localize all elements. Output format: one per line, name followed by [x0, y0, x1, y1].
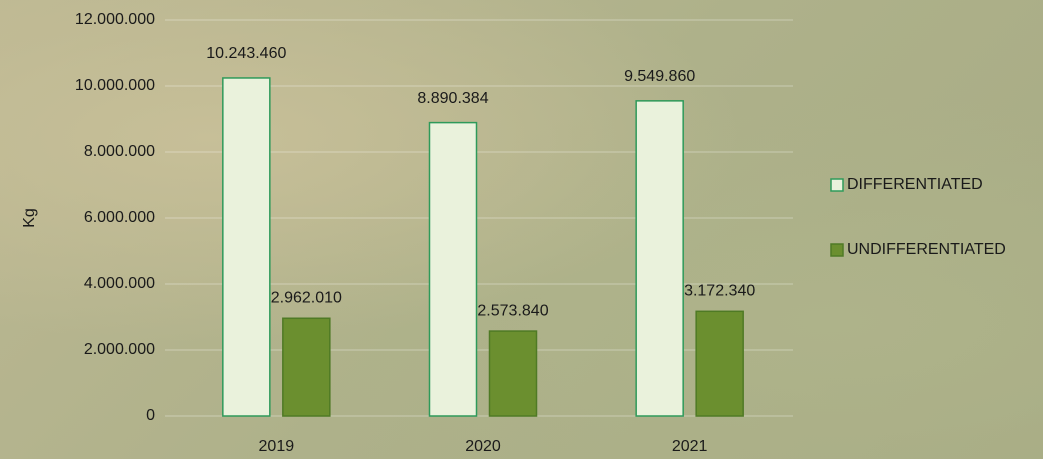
- y-tick-label: 2.000.000: [84, 341, 155, 358]
- y-tick-label: 10.000.000: [75, 77, 155, 94]
- value-label: 10.243.460: [206, 45, 286, 62]
- value-label: 3.172.340: [684, 283, 755, 300]
- y-tick-label: 8.000.000: [84, 143, 155, 160]
- legend-swatch: [831, 244, 843, 256]
- bar: [696, 311, 743, 416]
- x-tick-label: 2019: [259, 438, 295, 455]
- chart: Kg 0 2.000.000 4.000.000 6.000.000 8.000.000…: [0, 0, 1043, 459]
- y-tick-label: 4.000.000: [84, 275, 155, 292]
- x-tick-label: 2021: [672, 438, 708, 455]
- legend-swatch: [831, 179, 843, 191]
- legend-label: UNDIFFERENTIATED: [847, 241, 1006, 258]
- bar: [223, 78, 270, 416]
- value-label: 2.573.840: [477, 302, 548, 319]
- y-tick-label: 0: [146, 407, 155, 424]
- value-label: 2.962.010: [271, 289, 342, 306]
- y-axis-title: Kg: [21, 208, 38, 228]
- legend-label: DIFFERENTIATED: [847, 176, 983, 193]
- bar: [636, 101, 683, 416]
- bar: [490, 331, 537, 416]
- bar: [283, 318, 330, 416]
- bar: [430, 123, 477, 416]
- y-tick-label: 6.000.000: [84, 209, 155, 226]
- value-label: 9.549.860: [624, 68, 695, 85]
- x-tick-label: 2020: [465, 438, 501, 455]
- value-label: 8.890.384: [417, 90, 488, 107]
- y-tick-label: 12.000.000: [75, 11, 155, 28]
